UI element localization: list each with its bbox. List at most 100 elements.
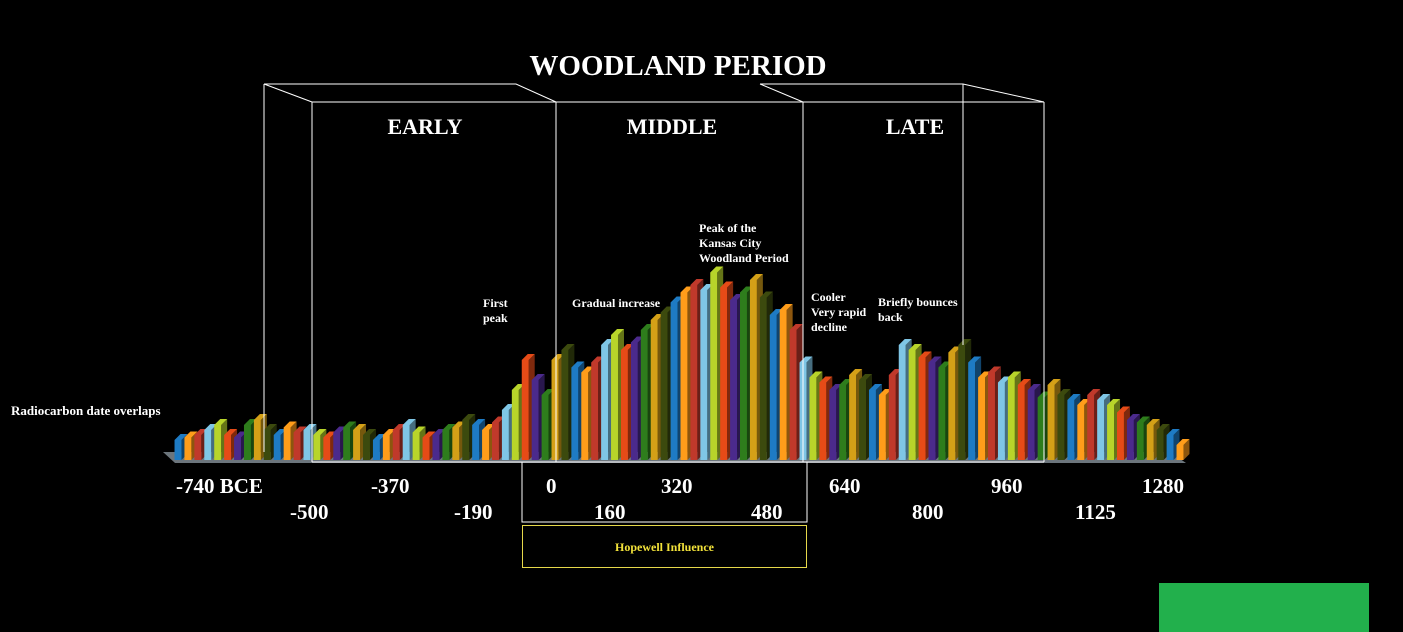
bar-front [601,345,609,460]
bar-front [253,420,261,460]
bar-top [978,371,992,378]
bar-top [343,421,357,428]
x-tick-label: -190 [454,500,493,524]
chart-title: WOODLAND PERIOD [529,50,827,82]
period-middle-label: MIDDLE [626,114,718,139]
bar-top [720,281,734,288]
bar-top [323,431,337,438]
bar-front [1087,395,1095,460]
bar-front [1097,400,1105,460]
bar-top [184,431,198,438]
bar-top [561,344,575,350]
bar-top [898,339,912,345]
bar-front [1067,400,1075,460]
bar-front [501,410,509,460]
bar-top [1087,389,1101,395]
bar-front [958,345,966,460]
bar-front [978,377,986,460]
bar-front [581,372,589,460]
bar-front [710,272,718,460]
bar-top [1156,424,1170,430]
bar-top [888,369,902,375]
bar-top [601,339,615,345]
bar-top [819,376,833,383]
bar-front [1017,385,1025,460]
bar-front [392,430,400,460]
bar-top [482,424,496,430]
bar-top [372,434,386,440]
bar-front [243,425,251,460]
bar-top [1117,406,1130,413]
bar-front [948,352,956,460]
bar-front [511,390,519,460]
bar-front [1037,397,1045,460]
bar-top [204,424,218,430]
bar-top [620,344,634,350]
bar-front [849,375,857,460]
bar-front [779,310,787,460]
bar-front [620,350,628,460]
bar-front [224,435,232,460]
bar-top [779,304,793,310]
bar-front [611,335,618,460]
bar-front [1027,390,1035,460]
bar-top [521,354,535,360]
bar-top [442,424,456,430]
bar-front [868,390,876,460]
bar-top [462,414,476,420]
bar-front [908,350,916,460]
bar-front [650,320,658,460]
bar-front [918,357,926,460]
bar-top [1027,384,1041,390]
bar-top [1126,414,1140,420]
x-tick-label: -740 BCE [176,474,263,498]
bar-front [1146,425,1154,460]
middle-bracket [521,462,808,523]
bar-top [224,429,238,435]
bar-top [680,286,694,293]
bar-top [581,366,595,373]
x-tick-label: 960 [991,474,1023,498]
bar-top [432,429,446,435]
bar-top [730,294,744,300]
x-tick-label: 640 [829,474,861,498]
bar-front [988,372,995,460]
bar-front [1107,405,1115,460]
bar-top [472,419,486,425]
bar-front [571,367,579,460]
bar-top [263,424,277,430]
bar-front [630,342,638,460]
frame-diag-left [263,83,313,103]
bar-front [422,437,430,460]
annotation-gradual-increase: Gradual increase [572,296,661,310]
bar-top [859,374,873,380]
bar-top [769,309,783,315]
period-late-label: LATE [885,114,945,139]
bar [1176,439,1190,460]
bar-top [501,404,515,410]
bar-top [690,279,704,285]
bar-top [809,371,823,378]
bar-front [660,312,668,460]
bar-front [382,435,390,460]
bar-front [303,430,311,460]
bar-top [194,429,208,435]
x-tick-label: 480 [751,500,783,524]
bar-front [670,302,678,460]
bar-front [323,437,331,460]
bar-front [442,430,450,460]
bar-front [740,292,747,460]
bar-top [491,416,505,423]
bar-front [1126,420,1134,460]
bar-front [968,362,976,460]
bar-top [1067,394,1081,400]
bar-front [789,330,797,460]
bar-top [749,274,763,280]
bar-top [660,306,674,313]
bar-front [472,425,480,460]
x-tick-label: 320 [661,474,693,498]
bar-top [1097,394,1111,400]
bar-top [1176,439,1190,445]
x-tick-label: -370 [371,474,410,498]
